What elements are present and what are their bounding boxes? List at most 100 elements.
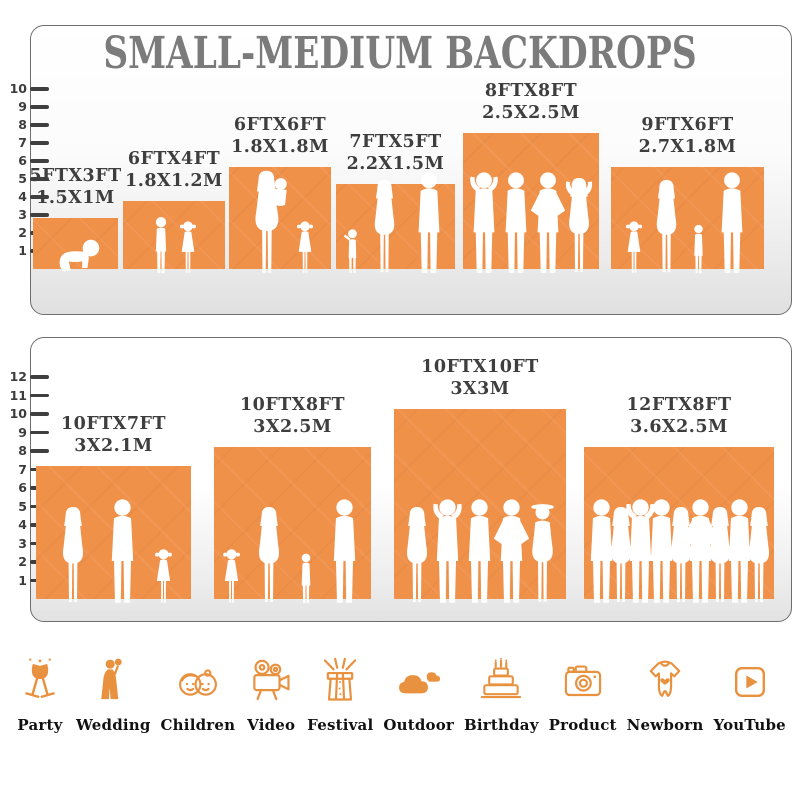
category-item-children: Children xyxy=(161,656,236,734)
ruler-tick-8 xyxy=(30,449,49,453)
bar-size-ft-label: 7FTX5FT xyxy=(349,131,442,152)
woman-hat-silhouette xyxy=(522,503,563,606)
bar-size-ft-label: 8FTX8FT xyxy=(484,80,578,101)
ruler-tick-8 xyxy=(30,123,49,127)
ruler-number-8: 8 xyxy=(18,117,27,132)
bar-size-ft-label: 9FTX6FT xyxy=(641,114,734,135)
category-label: Video xyxy=(247,716,296,734)
woman-silhouette xyxy=(249,506,289,606)
backdrop-bar-8ftx8ft xyxy=(463,133,599,269)
bar-size-ft-label: 12FTX8FT xyxy=(626,394,732,415)
children-icon xyxy=(172,656,224,708)
category-label: Festival xyxy=(307,716,374,734)
ruler-number-8: 8 xyxy=(18,443,27,458)
boy-silhouette xyxy=(149,215,173,276)
bar-size-label: 5FTX3FT 1.5X1M xyxy=(29,165,121,211)
girl-silhouette xyxy=(177,220,199,276)
ruler-number-4: 4 xyxy=(18,517,27,532)
backdrop-bar-5ftx3ft xyxy=(33,218,118,269)
girl-silhouette xyxy=(220,548,243,606)
category-label: Party xyxy=(17,716,63,734)
bar-size-label: 10FTX7FT 3X2.1M xyxy=(61,413,166,459)
bar-size-m-label: 1.5X1M xyxy=(36,188,115,209)
outdoor-icon xyxy=(393,656,445,708)
bar-size-label: 6FTX6FT 1.8X1.8M xyxy=(231,114,329,160)
ruler-number-2: 2 xyxy=(18,225,27,240)
silhouette-group xyxy=(584,499,774,606)
backdrop-bar-10ftx7ft xyxy=(36,466,191,599)
ruler-tick-9 xyxy=(30,430,49,435)
page-title: SMALL-MEDIUM BACKDROPS xyxy=(103,28,697,79)
man-silhouette xyxy=(101,499,144,606)
festival-icon xyxy=(314,656,366,708)
ruler-number-9: 9 xyxy=(18,99,27,114)
bar-size-m-label: 3X3M xyxy=(450,379,510,400)
ruler-number-1: 1 xyxy=(18,572,27,588)
ruler-tick-9 xyxy=(30,105,49,109)
man-silhouette xyxy=(711,172,753,276)
category-label: Children xyxy=(160,716,236,734)
ruler-tick-11 xyxy=(30,393,49,398)
category-item-newborn: Newborn xyxy=(627,656,704,734)
size-panel-top: 1 2 3 4 5 6 7 8 9 10 5FTX3FT 1.5X1M 6FTX4FT 1.8X1.2M 6… xyxy=(10,25,792,315)
size-panel-bottom: 1 2 3 4 5 6 7 8 9 10 11 12 10FTX7FT 3X2.1M 10FTX8FT 3X2… xyxy=(10,337,792,622)
bar-size-m-label: 1.8X1.2M xyxy=(125,171,223,192)
category-label: Birthday xyxy=(464,716,539,734)
category-label: Wedding xyxy=(75,716,151,734)
category-label: YouTube xyxy=(713,716,786,734)
ruler-number-4: 4 xyxy=(18,189,27,204)
party-icon xyxy=(14,656,66,708)
silhouette-group xyxy=(463,172,599,276)
silhouette-group xyxy=(394,499,566,606)
child-silhouette xyxy=(295,552,317,606)
category-item-youtube: YouTube xyxy=(713,656,786,734)
silhouette-group xyxy=(611,172,764,276)
youtube-icon xyxy=(724,656,776,708)
ruler-number-10: 10 xyxy=(9,406,27,421)
woman-silhouette xyxy=(647,179,686,276)
ruler-tick-6 xyxy=(30,159,49,163)
man-silhouette xyxy=(323,499,366,606)
woman-silhouette xyxy=(739,506,779,606)
bar-size-ft-label: 10FTX8FT xyxy=(239,394,346,415)
wedding-icon xyxy=(87,656,139,708)
backdrop-bar-10ftx10ft xyxy=(394,409,566,599)
product-icon xyxy=(557,656,609,708)
woman-silhouette xyxy=(365,179,404,276)
ruler-number-3: 3 xyxy=(18,535,27,551)
backdrop-bar-10ftx8ft xyxy=(214,447,371,599)
birthday-icon xyxy=(475,656,527,708)
toddler-silhouette xyxy=(342,228,361,276)
woman-arms-up-silhouette xyxy=(559,177,599,276)
ruler-tick-5 xyxy=(30,177,49,181)
bar-size-m-label: 1.8X1.8M xyxy=(231,137,329,158)
crawling-baby-silhouette xyxy=(49,237,102,276)
bar-size-m-label: 3X2.5M xyxy=(253,417,332,438)
category-label: Newborn xyxy=(626,716,704,734)
ruler-tick-10 xyxy=(30,412,49,416)
category-item-party: Party xyxy=(14,656,66,734)
bar-size-label: 10FTX10FT 3X3M xyxy=(421,356,539,402)
silhouette-group xyxy=(214,499,371,606)
ruler-number-3: 3 xyxy=(18,207,27,222)
backdrop-bar-9ftx6ft xyxy=(611,167,764,269)
bar-size-ft-label: 6FTX6FT xyxy=(233,114,327,135)
child-silhouette xyxy=(688,223,709,276)
silhouette-group xyxy=(33,237,118,276)
bar-size-label: 8FTX8FT 2.5X2.5M xyxy=(482,80,580,126)
ruler-number-5: 5 xyxy=(18,498,27,514)
bar-size-m-label: 2.5X2.5M xyxy=(482,103,580,124)
ruler-number-5: 5 xyxy=(18,171,27,186)
mother-with-baby-silhouette xyxy=(245,169,292,276)
category-item-festival: Festival xyxy=(307,656,373,734)
category-row: Party Wedding Children Video Festival Outdoor… xyxy=(4,656,796,734)
video-icon xyxy=(245,656,297,708)
silhouette-group xyxy=(336,172,455,276)
backdrop-bar-6ftx4ft xyxy=(123,201,225,269)
bar-size-ft-label: 10FTX10FT xyxy=(421,356,539,377)
bar-size-m-label: 2.2X1.5M xyxy=(346,154,445,175)
ruler-number-9: 9 xyxy=(18,424,27,440)
ruler-number-11: 11 xyxy=(9,387,27,403)
backdrop-bar-7ftx5ft xyxy=(336,184,455,269)
